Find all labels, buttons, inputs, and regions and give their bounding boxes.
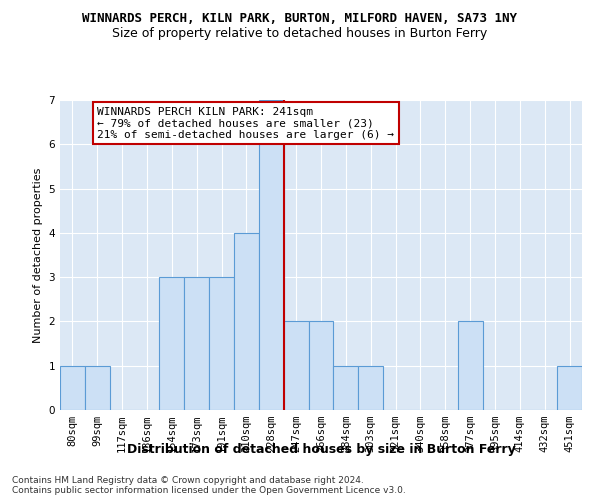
Bar: [284, 322, 308, 410]
Bar: [557, 366, 582, 410]
Bar: [234, 233, 259, 410]
Bar: [458, 322, 482, 410]
Bar: [209, 277, 234, 410]
Y-axis label: Number of detached properties: Number of detached properties: [33, 168, 43, 342]
Text: Contains HM Land Registry data © Crown copyright and database right 2024.
Contai: Contains HM Land Registry data © Crown c…: [12, 476, 406, 495]
Bar: [60, 366, 85, 410]
Bar: [259, 100, 284, 410]
Bar: [334, 366, 358, 410]
Bar: [160, 277, 184, 410]
Text: WINNARDS PERCH, KILN PARK, BURTON, MILFORD HAVEN, SA73 1NY: WINNARDS PERCH, KILN PARK, BURTON, MILFO…: [83, 12, 517, 26]
Text: Size of property relative to detached houses in Burton Ferry: Size of property relative to detached ho…: [112, 28, 488, 40]
Bar: [184, 277, 209, 410]
Bar: [308, 322, 334, 410]
Text: WINNARDS PERCH KILN PARK: 241sqm
← 79% of detached houses are smaller (23)
21% o: WINNARDS PERCH KILN PARK: 241sqm ← 79% o…: [97, 106, 394, 140]
Bar: [358, 366, 383, 410]
Text: Distribution of detached houses by size in Burton Ferry: Distribution of detached houses by size …: [127, 442, 515, 456]
Bar: [85, 366, 110, 410]
